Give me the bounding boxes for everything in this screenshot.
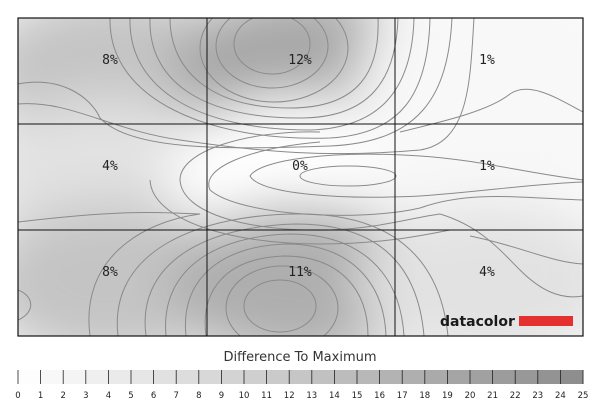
scale-tick-label: 10: [239, 391, 250, 401]
scale-swatch: [108, 370, 132, 384]
scale-swatch: [198, 370, 222, 384]
contour-line: [439, 213, 583, 298]
scale-title: Difference To Maximum: [223, 350, 376, 365]
grid-lines: [18, 18, 583, 336]
contour-line: [233, 18, 311, 75]
cell-label: 0%: [292, 159, 308, 174]
contour-line: [243, 279, 317, 333]
scale-tick-label: 9: [219, 391, 224, 401]
scale-tick-label: 7: [173, 391, 178, 401]
scale-tick-label: 8: [196, 391, 201, 401]
scale-swatch: [560, 370, 584, 384]
contour-line: [109, 18, 431, 139]
scale-swatch: [492, 370, 516, 384]
scale-swatch: [176, 370, 200, 384]
contour-line: [129, 18, 415, 131]
scale-tick-label: 11: [261, 391, 272, 401]
cell-label: 4%: [102, 159, 118, 174]
scale-tick-label: 5: [128, 391, 133, 401]
scale-swatch: [85, 370, 109, 384]
cell-label: 1%: [479, 53, 495, 68]
scale-swatch: [131, 370, 155, 384]
scale-swatch: [402, 370, 426, 384]
scale-tick-label: 6: [151, 391, 156, 401]
contour-line: [18, 289, 32, 321]
scale-swatch: [334, 370, 358, 384]
contour-line: [18, 18, 475, 155]
scale-tick-label: 20: [465, 391, 476, 401]
contour-line: [116, 213, 449, 336]
contour-line: [299, 165, 397, 187]
color-scale-ticks: 0 1 2 3 4 5 6 7 8 9 10 11 12 13 14 15 16 17 18 19 20 21 22 23 24…: [15, 370, 588, 401]
scale-tick-label: 24: [555, 391, 566, 401]
scale-swatch: [18, 370, 42, 384]
scale-swatch: [424, 370, 448, 384]
contour-line: [399, 88, 583, 133]
contour-line: [179, 131, 441, 231]
plot-area: 8% 12% 1% 4% 0% 1% 8% 11% 4% datacolor: [17, 17, 584, 337]
plot-border: [17, 17, 584, 337]
scale-tick-label: 15: [352, 391, 363, 401]
contour-line: [149, 179, 451, 245]
scale-swatch: [266, 370, 290, 384]
scale-tick-label: 25: [578, 391, 589, 401]
scale-tick-label: 14: [329, 391, 340, 401]
contour-line: [469, 235, 583, 265]
brand-logo: datacolor: [440, 314, 573, 330]
brand-text: datacolor: [440, 314, 515, 330]
scale-swatch: [40, 370, 64, 384]
contour-line: [169, 18, 379, 109]
contour-line: [199, 18, 349, 103]
color-scale-bar: [18, 370, 584, 384]
cell-label: 8%: [102, 265, 118, 280]
cell-label: 1%: [479, 159, 495, 174]
scale-swatch: [357, 370, 381, 384]
cell-labels: 8% 12% 1% 4% 0% 1% 8% 11% 4%: [102, 53, 495, 280]
scale-swatch: [447, 370, 471, 384]
scale-swatch: [289, 370, 313, 384]
scale-swatch: [515, 370, 539, 384]
scale-swatch: [63, 370, 87, 384]
contour-line: [18, 211, 201, 336]
contour-line: [204, 255, 369, 336]
cell-label: 12%: [288, 53, 312, 68]
contour-lines: [18, 18, 583, 336]
scale-tick-label: 16: [374, 391, 385, 401]
contour-line: [249, 153, 583, 198]
scale-swatch: [244, 370, 268, 384]
scale-tick-label: 18: [419, 391, 430, 401]
contour-line: [215, 18, 329, 89]
scale-swatch: [537, 370, 561, 384]
brand-bar: [519, 316, 573, 326]
scale-tick-label: 22: [510, 391, 521, 401]
cell-label: 4%: [479, 265, 495, 280]
contour-line: [165, 233, 405, 336]
scale-tick-label: 4: [106, 391, 111, 401]
scale-tick-label: 21: [487, 391, 498, 401]
scale-swatch: [470, 370, 494, 384]
cell-label: 11%: [288, 265, 312, 280]
scale-tick-label: 3: [83, 391, 88, 401]
scale-tick-label: 12: [284, 391, 295, 401]
scale-tick-label: 13: [306, 391, 317, 401]
contour-line: [18, 18, 453, 149]
contour-line: [184, 243, 387, 336]
contour-line: [144, 223, 425, 336]
cell-label: 8%: [102, 53, 118, 68]
scale-tick-label: 2: [60, 391, 65, 401]
scale-tick-label: 19: [442, 391, 453, 401]
scale-swatch: [379, 370, 403, 384]
scale-swatch: [221, 370, 245, 384]
scale-tick-label: 0: [15, 391, 20, 401]
scale-tick-label: 17: [397, 391, 408, 401]
scale-swatch: [311, 370, 335, 384]
scale-swatch: [153, 370, 177, 384]
scale-tick-label: 1: [38, 391, 43, 401]
scale-tick-label: 23: [532, 391, 543, 401]
contour-line: [149, 18, 399, 119]
contour-line: [225, 265, 339, 336]
